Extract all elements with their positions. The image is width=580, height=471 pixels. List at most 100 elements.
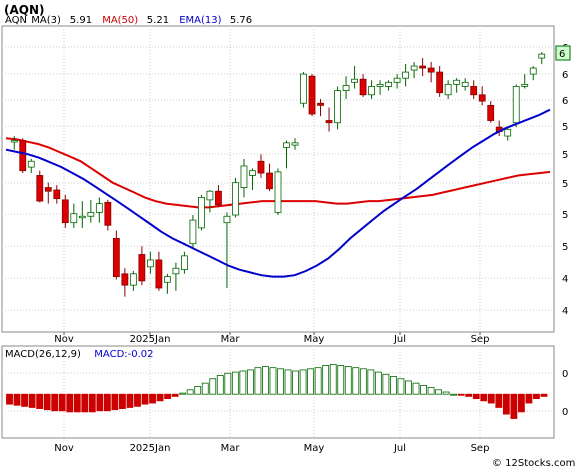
macd-y-tick-label: 0 (562, 407, 568, 418)
candle-body (521, 83, 529, 87)
price-y-tick-label: 4 (562, 274, 568, 285)
macd-bar (517, 393, 525, 413)
macd-bar (119, 393, 126, 409)
candle (504, 127, 512, 141)
chart-title: (AQN) (4, 3, 45, 17)
macd-bar (103, 393, 111, 412)
candle (19, 138, 27, 174)
candle-body (274, 171, 282, 213)
candle-body (10, 140, 18, 143)
macd-bar (186, 389, 194, 395)
price-y-tick-label: 5 (562, 122, 568, 133)
macd-bar (126, 393, 134, 408)
candle-body (19, 140, 27, 172)
candle-body (300, 73, 307, 104)
candle-body (512, 86, 520, 124)
candle (291, 138, 299, 150)
candle (461, 78, 469, 91)
candlesticks (10, 52, 546, 297)
candle-body (44, 187, 52, 192)
macd-bar (314, 367, 322, 395)
candle (325, 107, 333, 132)
candle (36, 170, 44, 203)
candle-body (36, 175, 44, 202)
candle (215, 185, 222, 208)
candle (257, 154, 265, 178)
macd-bar (284, 369, 292, 395)
legend-item: MA(50) (102, 15, 138, 26)
candle-body (283, 142, 290, 148)
macd-x-axis: Nov 2025Jan Mar May Jul Sep (54, 443, 489, 454)
macd-bar (51, 393, 59, 412)
candle (266, 163, 273, 192)
candle-body (342, 84, 350, 91)
candle (283, 140, 290, 169)
candle-body (112, 237, 120, 278)
candle (487, 101, 495, 123)
candle-body (257, 160, 265, 174)
candle-body (359, 78, 367, 96)
candle-body (129, 273, 137, 286)
macd-bar (502, 393, 510, 415)
macd-bar (382, 373, 390, 395)
macd-bar (533, 393, 540, 400)
macd-x-tick-label: Mar (221, 443, 241, 454)
candle-body (215, 190, 222, 206)
macd-bar (141, 393, 149, 405)
candle-body (172, 267, 180, 275)
macd-bar (450, 393, 458, 396)
candle (453, 78, 461, 93)
candle-body (198, 196, 205, 229)
price-x-tick-label: Nov (54, 334, 74, 345)
macd-y-axis: 00 (562, 369, 568, 418)
macd-bar (397, 378, 405, 395)
candle-body (444, 83, 452, 96)
candle (444, 80, 452, 100)
price-x-tick-label: Sep (471, 334, 490, 345)
macd-histogram (6, 363, 548, 419)
candle (538, 52, 546, 65)
candle-body (70, 213, 78, 224)
candle-body (538, 53, 546, 59)
candle-body (266, 172, 273, 190)
price-y-tick-label: 6 (562, 96, 568, 107)
macd-bar (134, 393, 141, 407)
candle (410, 62, 418, 79)
macd-bar (344, 366, 352, 395)
candle (419, 58, 427, 77)
macd-bar (239, 370, 247, 395)
macd-bar (246, 369, 254, 395)
candle (300, 72, 307, 108)
candle (61, 194, 69, 228)
price-y-tick-label: 5 (562, 179, 568, 190)
macd-bar (43, 393, 51, 411)
candle (112, 230, 120, 280)
macd-bar (277, 368, 284, 395)
macd-bar (442, 391, 450, 395)
candle (10, 136, 18, 150)
candle-body (453, 79, 461, 85)
macd-bar (66, 393, 74, 413)
macd-bar (201, 382, 209, 395)
macd-bar (262, 366, 269, 395)
candle (317, 99, 324, 117)
legend-item: EMA(13) (179, 15, 221, 26)
macd-legend-item: MACD:-0.02 (94, 349, 153, 360)
candle-body (104, 201, 112, 226)
price-x-tick-label: May (304, 334, 325, 345)
macd-bar (21, 393, 28, 407)
candle-body (138, 254, 146, 282)
macd-x-tick-label: 2025Jan (130, 443, 171, 454)
candle (478, 86, 486, 106)
legend-item: 5.76 (230, 15, 252, 26)
candle (163, 273, 171, 294)
macd-bar (359, 368, 367, 395)
macd-bar (510, 393, 518, 419)
candle (53, 185, 61, 204)
candle (342, 76, 350, 100)
macd-legend-item: MACD(26,12,9) (5, 349, 81, 360)
price-y-tick-label: 5 (562, 242, 568, 253)
candle-body (376, 83, 384, 87)
candle-body (27, 160, 35, 168)
